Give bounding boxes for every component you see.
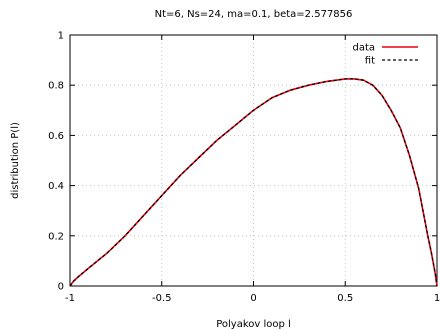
- series-layer: [69, 78, 438, 287]
- legend-label-fit: fit: [365, 56, 375, 67]
- y-tick-label: 0: [58, 282, 64, 293]
- y-tick-label: 0.6: [48, 131, 64, 142]
- x-tick-label: -0.5: [152, 293, 172, 304]
- x-tick-label: 0: [250, 293, 256, 304]
- x-axis-label: Polyakov loop l: [216, 319, 291, 330]
- x-tick-label: 1: [434, 293, 440, 304]
- plot-frame: [69, 34, 438, 287]
- y-tick-label: 0.4: [48, 181, 64, 192]
- series-line-fit: [69, 78, 438, 287]
- y-tick-label: 0.8: [48, 81, 64, 92]
- y-axis-label: distribution P(l): [10, 122, 21, 199]
- chart-title: Nt=6, Ns=24, ma=0.1, beta=2.577856: [155, 9, 353, 20]
- x-tick-label: 0.5: [337, 293, 353, 304]
- grid-lines: [70, 35, 437, 286]
- legend-label-data: data: [352, 43, 375, 54]
- y-tick-label: 0.2: [48, 231, 64, 242]
- legend: data fit: [352, 43, 418, 67]
- axis-ticks: -1 -0.5 0 0.5 1 0 0.2 0.4 0.6 0.8 1: [48, 31, 440, 305]
- y-tick-label: 1: [58, 31, 64, 42]
- x-tick-label: -1: [65, 293, 75, 304]
